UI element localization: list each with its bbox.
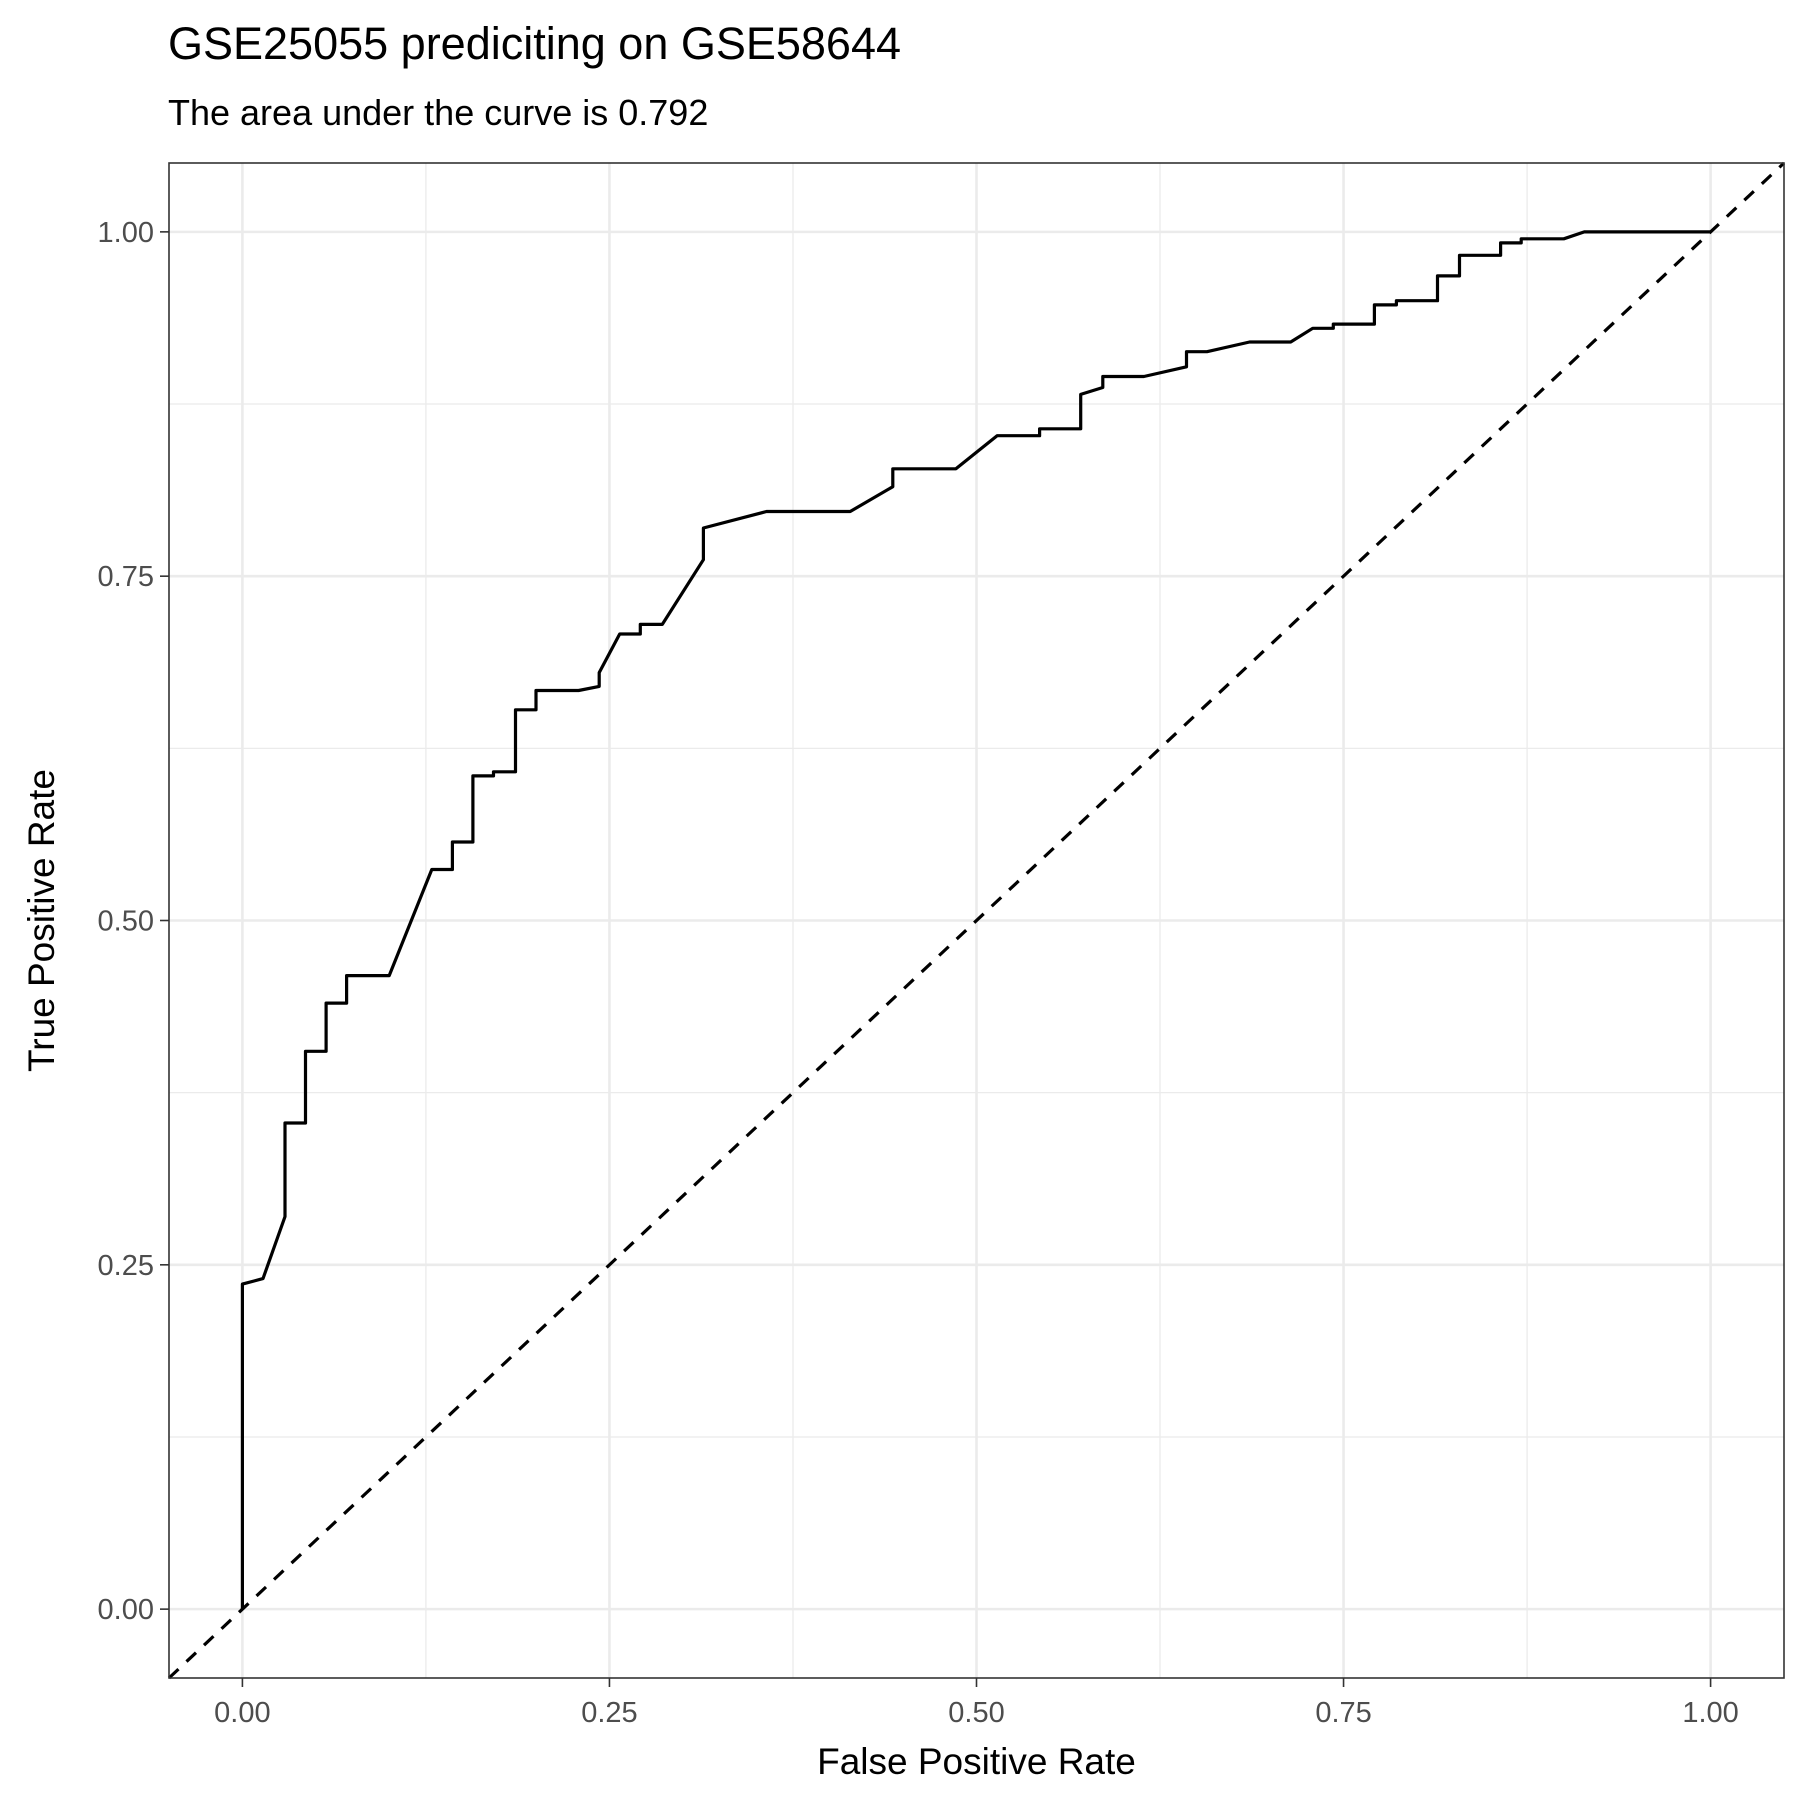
- x-tick-label: 1.00: [1682, 1697, 1738, 1729]
- x-tick-label: 0.75: [1315, 1697, 1371, 1729]
- chart-subtitle: The area under the curve is 0.792: [168, 92, 709, 133]
- chart-title: GSE25055 prediciting on GSE58644: [168, 18, 902, 69]
- y-tick-label: 0.00: [98, 1594, 154, 1626]
- x-axis-title: False Positive Rate: [817, 1741, 1136, 1782]
- chance-diagonal-line: [167, 161, 1786, 1680]
- y-tick-label: 0.25: [98, 1250, 154, 1282]
- y-axis-title: True Positive Rate: [21, 769, 62, 1072]
- roc-curve-line: [240, 230, 1711, 1610]
- x-tick-label: 0.50: [948, 1697, 1004, 1729]
- series-layer: [167, 161, 1786, 1680]
- y-tick-label: 1.00: [98, 217, 154, 249]
- y-tick-label: 0.50: [98, 906, 154, 938]
- y-tick-label: 0.75: [98, 561, 154, 593]
- x-tick-label: 0.00: [214, 1697, 270, 1729]
- x-tick-label: 0.25: [581, 1697, 637, 1729]
- axis-ticks: 0.00 0.25 0.50 0.75 1.00 0.00 0.25 0.50 0.75 1.00: [98, 217, 1739, 1729]
